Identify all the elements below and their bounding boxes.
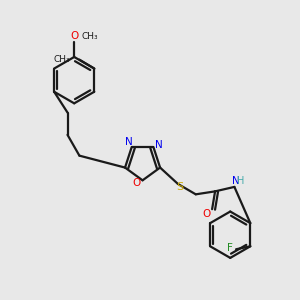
Text: CH₃: CH₃ (53, 55, 70, 64)
Text: N: N (125, 136, 133, 147)
Text: O: O (132, 178, 140, 188)
Text: O: O (202, 209, 211, 219)
Text: N: N (155, 140, 163, 150)
Text: CH₃: CH₃ (81, 32, 98, 41)
Text: O: O (70, 31, 78, 41)
Text: H: H (237, 176, 244, 186)
Text: N: N (232, 176, 240, 186)
Text: S: S (176, 182, 183, 193)
Text: F: F (227, 243, 233, 253)
